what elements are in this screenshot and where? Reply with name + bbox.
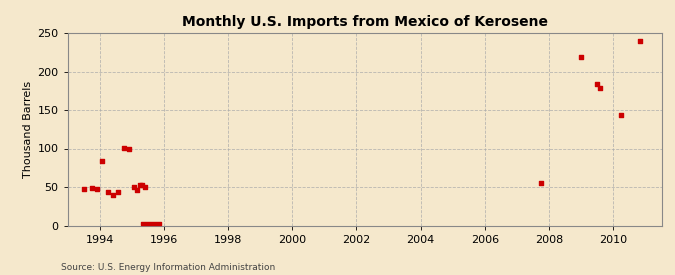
Point xyxy=(97,159,107,163)
Point xyxy=(616,113,627,118)
Text: Source: U.S. Energy Information Administration: Source: U.S. Energy Information Administ… xyxy=(61,263,275,272)
Point xyxy=(118,145,129,150)
Point xyxy=(634,39,645,43)
Point xyxy=(92,186,103,191)
Point xyxy=(132,188,142,192)
Point xyxy=(592,82,603,86)
Point xyxy=(129,185,140,189)
Point xyxy=(102,189,113,194)
Point xyxy=(140,185,151,189)
Point xyxy=(108,192,119,197)
Y-axis label: Thousand Barrels: Thousand Barrels xyxy=(23,81,33,178)
Title: Monthly U.S. Imports from Mexico of Kerosene: Monthly U.S. Imports from Mexico of Kero… xyxy=(182,15,547,29)
Point xyxy=(86,186,97,190)
Point xyxy=(595,86,605,91)
Point xyxy=(536,181,547,185)
Point xyxy=(78,187,89,191)
Point xyxy=(576,55,587,59)
Point xyxy=(124,146,134,151)
Point xyxy=(137,183,148,187)
Point xyxy=(113,189,124,194)
Point xyxy=(134,183,145,187)
